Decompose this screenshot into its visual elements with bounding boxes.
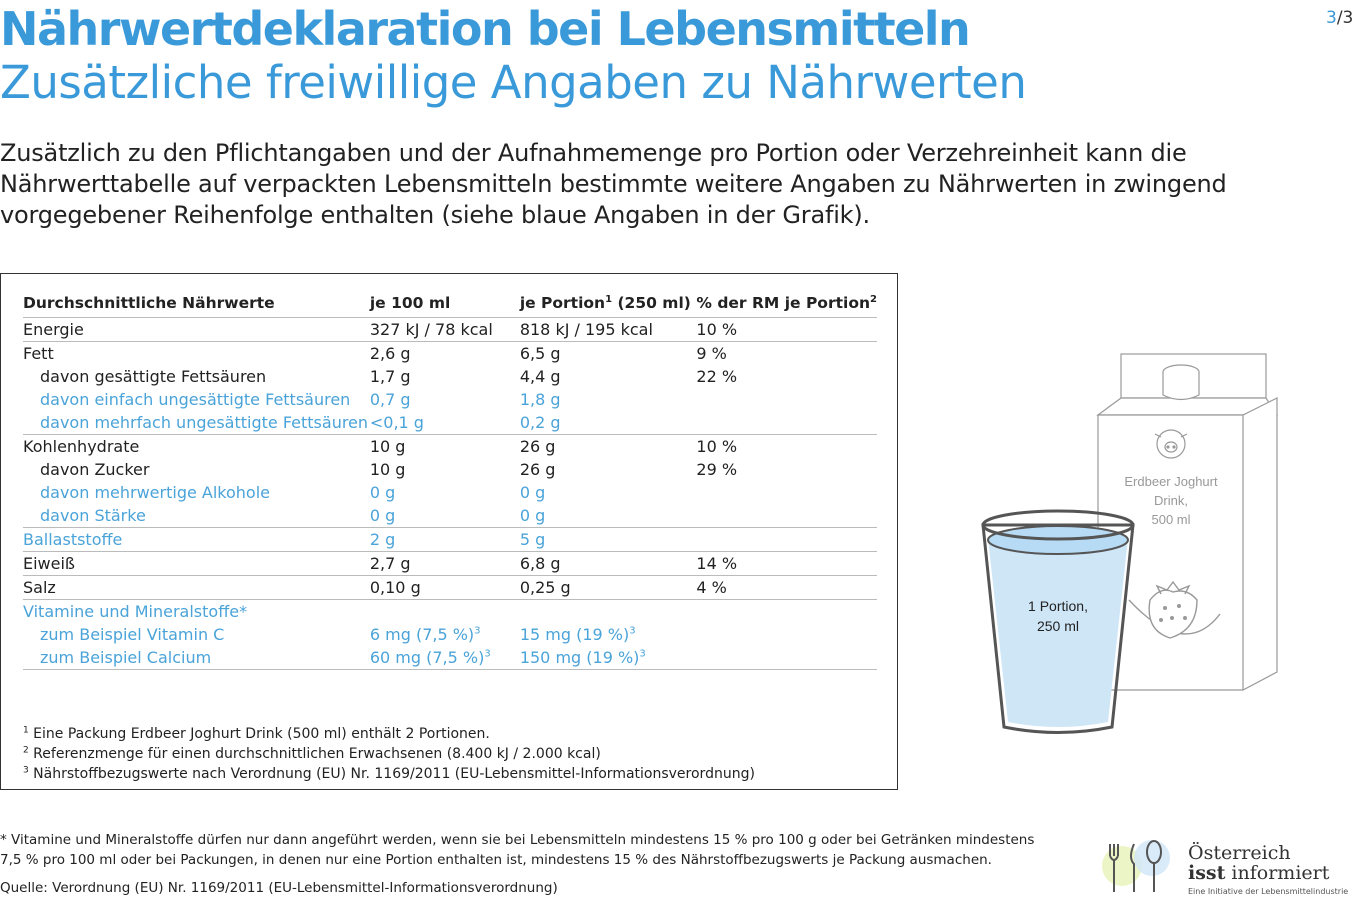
intro-paragraph: Zusätzlich zu den Pflichtangaben und der…: [0, 139, 1227, 229]
page-indicator: 3/3: [1326, 8, 1354, 28]
glass-label-line2: 250 ml: [1037, 618, 1079, 634]
fork-knife-spoon-icon: [1102, 840, 1170, 892]
header-per-portion: je Portion1 (250 ml): [519, 289, 697, 318]
logo-tagline: Eine Initiative der Lebensmittelindustri…: [1188, 887, 1349, 896]
header-nutrient: Durchschnittliche Nährwerte: [23, 289, 370, 318]
carton-label-line2: Drink,: [1154, 493, 1188, 508]
table-row: Energie 327 kJ / 78 kcal 818 kJ / 195 kc…: [23, 317, 877, 342]
header-percent-rm: % der RM je Portion2: [696, 289, 877, 318]
strawberry-icon: [1128, 580, 1221, 639]
cow-icon: [1154, 429, 1188, 459]
drink-carton: [1096, 353, 1279, 691]
table-row: Eiweiß 2,7 g 6,8 g 14 %: [23, 551, 877, 576]
table-row: davon mehrfach ungesättigte Fettsäuren <…: [23, 411, 877, 435]
source-citation: Quelle: Verordnung (EU) Nr. 1169/2011 (E…: [0, 880, 558, 896]
nutrition-facts-panel: Durchschnittliche Nährwerte je 100 ml je…: [0, 273, 898, 790]
carton-and-glass-illustration: Erdbeer Joghurt Drink, 500 ml 1 Portion,…: [981, 353, 1279, 734]
carton-cap: [1162, 372, 1200, 401]
table-row: davon mehrwertige Alkohole 0 g 0 g: [40, 483, 546, 502]
logo-wordmark-line2: isst informiert: [1188, 862, 1330, 884]
table-row: Kohlenhydrate 10 g 26 g 10 %: [23, 437, 738, 456]
table-row: Fett 2,6 g 6,5 g 9 %: [23, 344, 727, 363]
table-header-row: Durchschnittliche Nährwerte je 100 ml je…: [23, 289, 877, 318]
table-row: zum Beispiel Vitamin C 6 mg (7,5 %)3 15 …: [40, 625, 636, 644]
table-row: Vitamine und Mineralstoffe*: [23, 602, 248, 621]
carton-label-line1: Erdbeer Joghurt: [1124, 474, 1218, 489]
table-row: davon Zucker 10 g 26 g 29 %: [40, 460, 738, 479]
nutrition-table: Durchschnittliche Nährwerte je 100 ml je…: [23, 289, 877, 670]
vitamin-footnote: * Vitamine und Mineralstoffe dürfen nur …: [0, 832, 1035, 868]
water-glass: [981, 509, 1135, 734]
table-row: davon einfach ungesättigte Fettsäuren 0,…: [40, 390, 561, 409]
logo-wordmark-line1: Österreich: [1188, 842, 1291, 864]
table-row: zum Beispiel Calcium 60 mg (7,5 %)3 150 …: [23, 646, 877, 670]
header-per-100ml: je 100 ml: [369, 289, 520, 318]
page-subtitle: Zusätzliche freiwillige Angaben zu Nährw…: [0, 56, 1027, 109]
page-title: Nährwertdeklaration bei Lebensmitteln: [0, 2, 971, 56]
glass-label-line1: 1 Portion,: [1028, 598, 1088, 614]
footnote: 2 Referenzmenge für einen durchschnittli…: [23, 745, 601, 762]
table-row: davon gesättigte Fettsäuren 1,7 g 4,4 g …: [40, 367, 738, 386]
table-row: Ballaststoffe 2 g 5 g: [23, 527, 877, 552]
footnote: 1 Eine Packung Erdbeer Joghurt Drink (50…: [23, 725, 490, 742]
carton-label-line3: 500 ml: [1151, 512, 1190, 527]
table-row: davon Stärke 0 g 0 g: [23, 504, 877, 528]
table-footnotes: 1 Eine Packung Erdbeer Joghurt Drink (50…: [23, 724, 755, 784]
footnote: 3 Nährstoffbezugswerte nach Verordnung (…: [23, 765, 755, 782]
table-row: Salz 0,10 g 0,25 g 4 %: [23, 575, 877, 600]
